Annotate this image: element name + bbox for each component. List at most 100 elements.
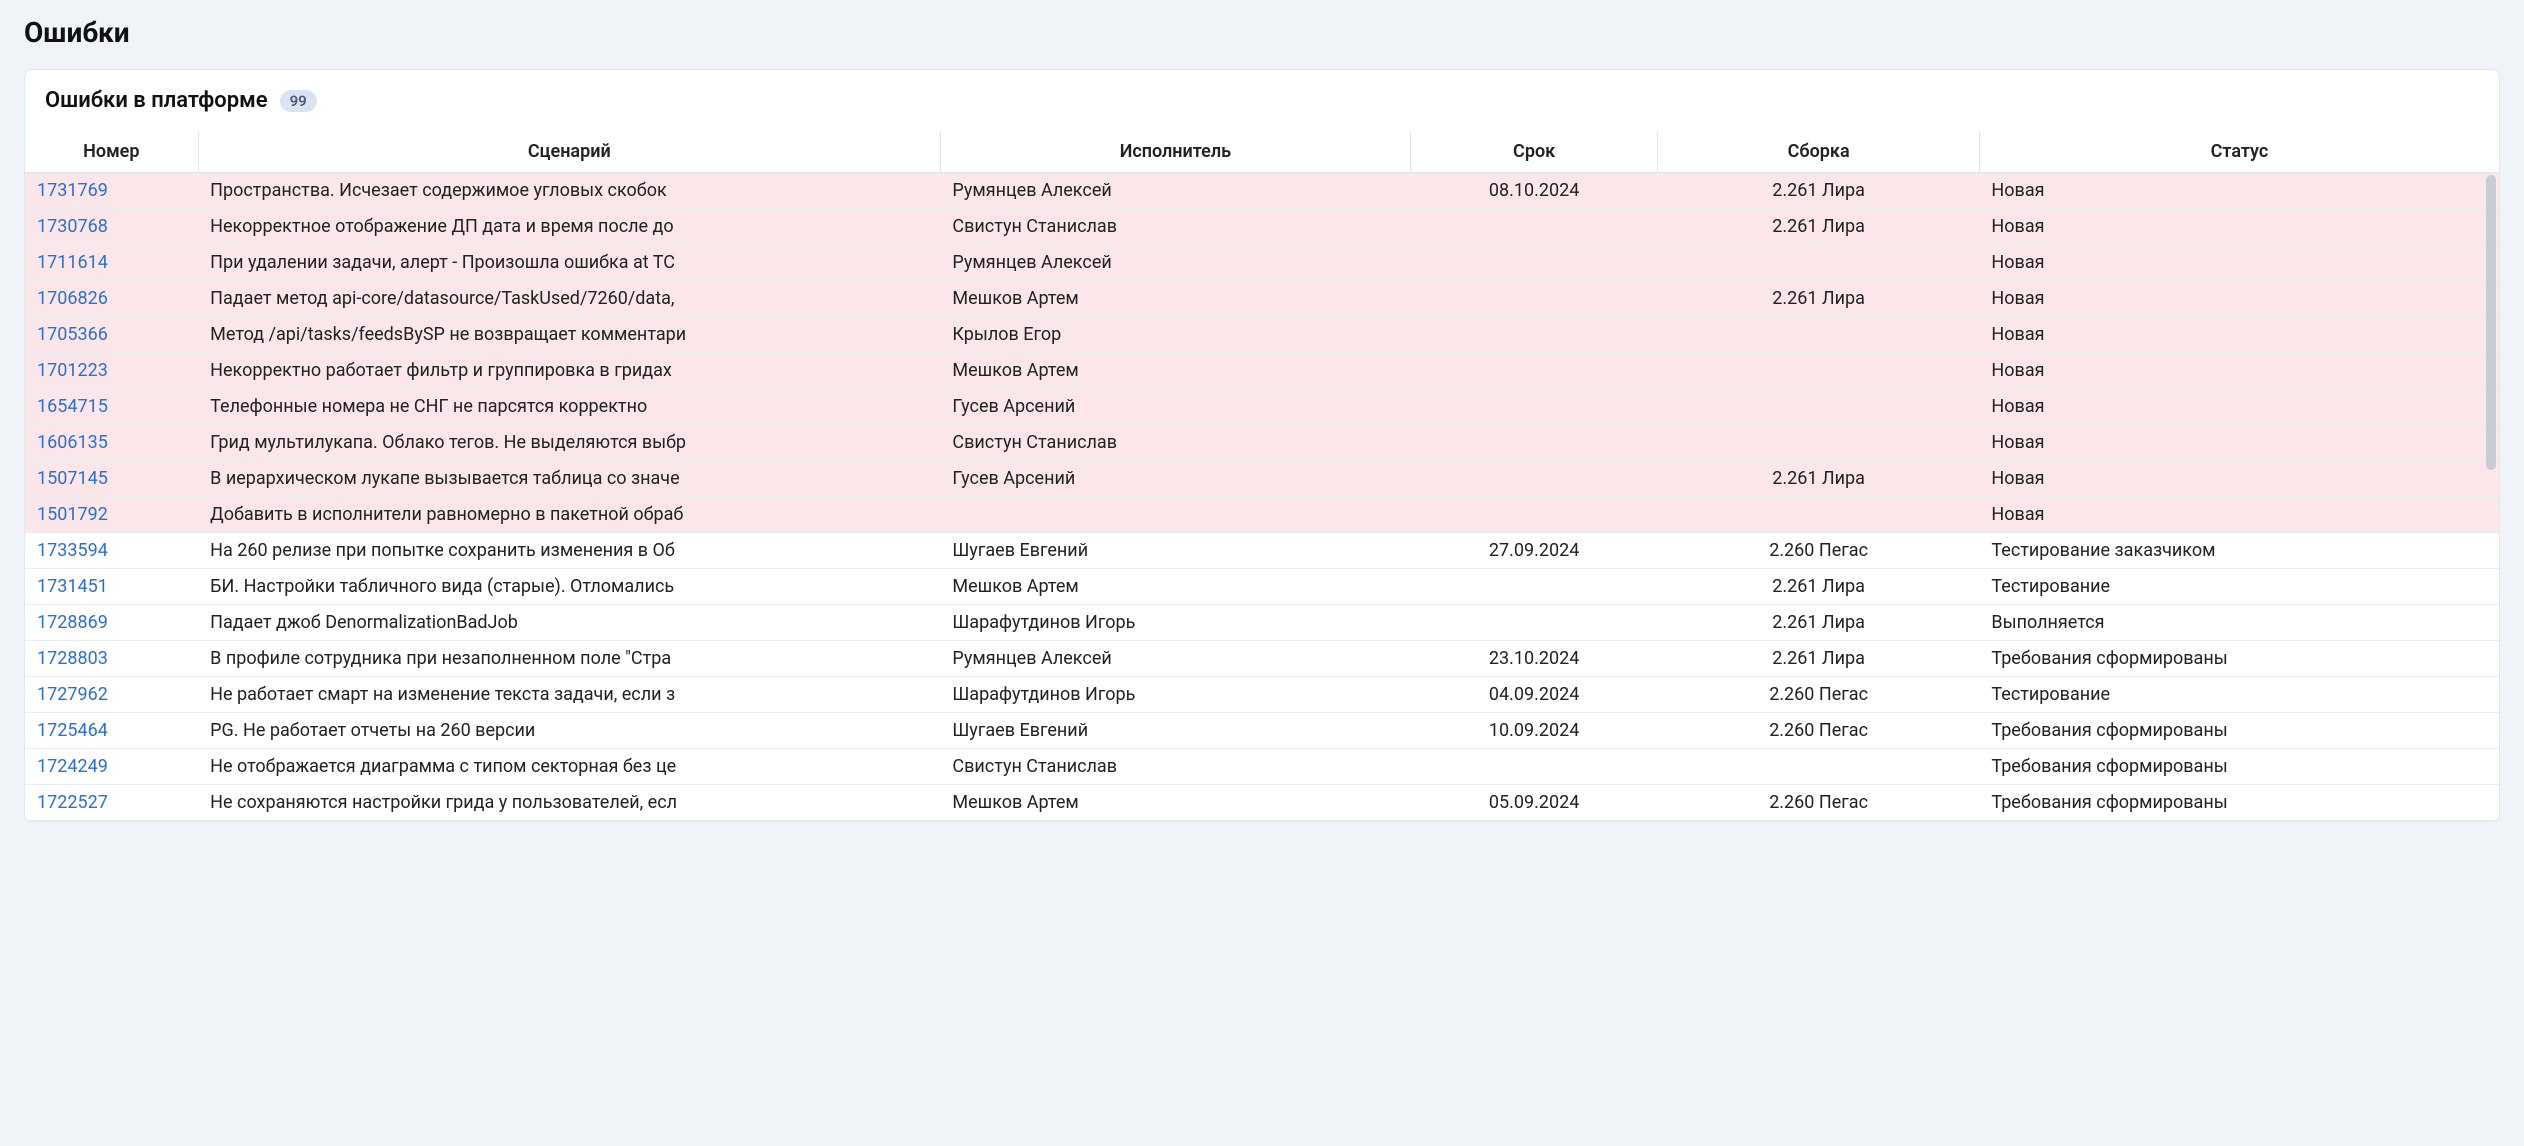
- table-row[interactable]: 1731769Пространства. Исчезает содержимое…: [25, 173, 2499, 209]
- cell-scenario: PG. Не работает отчеты на 260 версии: [198, 713, 940, 749]
- issue-link[interactable]: 1705366: [37, 324, 108, 345]
- issue-link[interactable]: 1733594: [37, 540, 108, 561]
- issue-link[interactable]: 1706826: [37, 288, 108, 309]
- cell-status: Требования сформированы: [1979, 785, 2499, 821]
- cell-assignee: Шугаев Евгений: [940, 713, 1410, 749]
- cell-due: [1410, 569, 1657, 605]
- issue-link[interactable]: 1507145: [37, 468, 108, 489]
- issue-link[interactable]: 1727962: [37, 684, 108, 705]
- cell-build: [1658, 353, 1980, 389]
- issue-link[interactable]: 1725464: [37, 720, 108, 741]
- cell-assignee: Шарафутдинов Игорь: [940, 677, 1410, 713]
- cell-due: 08.10.2024: [1410, 173, 1657, 209]
- table-row[interactable]: 1606135 Грид мультилукапа. Облако тегов. …: [25, 425, 2499, 461]
- cell-number: 1705366: [25, 317, 198, 353]
- cell-status: Новая: [1979, 353, 2499, 389]
- cell-due: 27.09.2024: [1410, 533, 1657, 569]
- cell-number: 1507145: [25, 461, 198, 497]
- card-header: Ошибки в платформе 99: [25, 70, 2499, 131]
- issue-link[interactable]: 1730768: [37, 216, 108, 237]
- cell-build: [1658, 389, 1980, 425]
- issue-link[interactable]: 1722527: [37, 792, 108, 813]
- cell-status: Требования сформированы: [1979, 713, 2499, 749]
- cell-scenario: В иерархическом лукапе вызывается таблиц…: [198, 461, 940, 497]
- table-row[interactable]: 1731451 БИ. Настройки табличного вида (ст…: [25, 569, 2499, 605]
- table-row[interactable]: 1722527Не сохраняются настройки грида у …: [25, 785, 2499, 821]
- issue-link[interactable]: 1606135: [37, 432, 108, 453]
- issue-link[interactable]: 1731769: [37, 180, 108, 201]
- cell-number: 1606135: [25, 425, 198, 461]
- cell-scenario: Грид мультилукапа. Облако тегов. Не выде…: [198, 425, 940, 461]
- cell-number: 1730768: [25, 209, 198, 245]
- table-row[interactable]: 1501792Добавить в исполнители равномерно…: [25, 497, 2499, 533]
- cell-assignee: Шарафутдинов Игорь: [940, 605, 1410, 641]
- cell-due: [1410, 281, 1657, 317]
- issue-link[interactable]: 1728869: [37, 612, 108, 633]
- cell-due: 10.09.2024: [1410, 713, 1657, 749]
- table-row[interactable]: 1705366Метод /api/tasks/feedsBySP не воз…: [25, 317, 2499, 353]
- table-row[interactable]: 1725464 PG. Не работает отчеты на 260 вер…: [25, 713, 2499, 749]
- cell-build: 2.260 Пегас: [1658, 785, 1980, 821]
- cell-scenario: Падает метод api-core/datasource/TaskUse…: [198, 281, 940, 317]
- table-row[interactable]: 1507145 В иерархическом лукапе вызывается…: [25, 461, 2499, 497]
- vertical-scrollbar[interactable]: [2485, 175, 2497, 817]
- table-row[interactable]: 1728803В профиле сотрудника при незаполн…: [25, 641, 2499, 677]
- issue-link[interactable]: 1701223: [37, 360, 108, 381]
- issue-link[interactable]: 1728803: [37, 648, 108, 669]
- cell-status: Новая: [1979, 173, 2499, 209]
- cell-number: 1725464: [25, 713, 198, 749]
- cell-assignee: Шугаев Евгений: [940, 533, 1410, 569]
- cell-due: [1410, 245, 1657, 281]
- col-header-status[interactable]: Статус: [1979, 131, 2499, 173]
- table-row[interactable]: 1728869Падает джоб DenormalizationBadJob…: [25, 605, 2499, 641]
- cell-status: Новая: [1979, 461, 2499, 497]
- col-header-due[interactable]: Срок: [1410, 131, 1657, 173]
- cell-build: [1658, 749, 1980, 785]
- scrollbar-thumb[interactable]: [2486, 175, 2496, 470]
- cell-due: [1410, 605, 1657, 641]
- table-row[interactable]: 1733594 На 260 релизе при попытке сохрани…: [25, 533, 2499, 569]
- issue-link[interactable]: 1731451: [37, 576, 108, 597]
- cell-number: 1728803: [25, 641, 198, 677]
- issue-link[interactable]: 1501792: [37, 504, 108, 525]
- issue-link[interactable]: 1711614: [37, 252, 108, 273]
- cell-status: Тестирование: [1979, 569, 2499, 605]
- col-header-number[interactable]: Номер: [25, 131, 198, 173]
- cell-assignee: Гусев Арсений: [940, 389, 1410, 425]
- table-row[interactable]: 1727962 Не работает смарт на изменение те…: [25, 677, 2499, 713]
- table-row[interactable]: 1724249 Не отображается диаграмма с типом…: [25, 749, 2499, 785]
- cell-due: 05.09.2024: [1410, 785, 1657, 821]
- cell-scenario: Не работает смарт на изменение текста за…: [198, 677, 940, 713]
- table-row[interactable]: 1711614При удалении задачи, алерт - Прои…: [25, 245, 2499, 281]
- cell-status: Новая: [1979, 425, 2499, 461]
- cell-scenario: Не отображается диаграмма с типом сектор…: [198, 749, 940, 785]
- errors-card: Ошибки в платформе 99 Номер Сценарий Исп…: [24, 69, 2500, 822]
- cell-due: [1410, 209, 1657, 245]
- cell-due: [1410, 389, 1657, 425]
- cell-status: Выполняется: [1979, 605, 2499, 641]
- table-row[interactable]: 1706826 Падает метод api-core/datasource/…: [25, 281, 2499, 317]
- cell-due: [1410, 461, 1657, 497]
- cell-assignee: Румянцев Алексей: [940, 245, 1410, 281]
- cell-number: 1706826: [25, 281, 198, 317]
- cell-assignee: Мешков Артем: [940, 281, 1410, 317]
- col-header-scenario[interactable]: Сценарий: [198, 131, 940, 173]
- issue-link[interactable]: 1654715: [37, 396, 108, 417]
- table-row[interactable]: 1730768Некорректное отображение ДП дата …: [25, 209, 2499, 245]
- table-row[interactable]: 1654715Телефонные номера не СНГ не парся…: [25, 389, 2499, 425]
- cell-status: Новая: [1979, 317, 2499, 353]
- cell-build: 2.261 Лира: [1658, 173, 1980, 209]
- table-row[interactable]: 1701223Некорректно работает фильтр и гру…: [25, 353, 2499, 389]
- col-header-build[interactable]: Сборка: [1658, 131, 1980, 173]
- page-title: Ошибки: [24, 16, 2500, 49]
- cell-build: 2.261 Лира: [1658, 605, 1980, 641]
- cell-scenario: БИ. Настройки табличного вида (старые). …: [198, 569, 940, 605]
- col-header-assignee[interactable]: Исполнитель: [940, 131, 1410, 173]
- cell-number: 1727962: [25, 677, 198, 713]
- issue-link[interactable]: 1724249: [37, 756, 108, 777]
- cell-scenario: На 260 релизе при попытке сохранить изме…: [198, 533, 940, 569]
- cell-assignee: Мешков Артем: [940, 785, 1410, 821]
- cell-number: 1701223: [25, 353, 198, 389]
- cell-due: 04.09.2024: [1410, 677, 1657, 713]
- cell-number: 1733594: [25, 533, 198, 569]
